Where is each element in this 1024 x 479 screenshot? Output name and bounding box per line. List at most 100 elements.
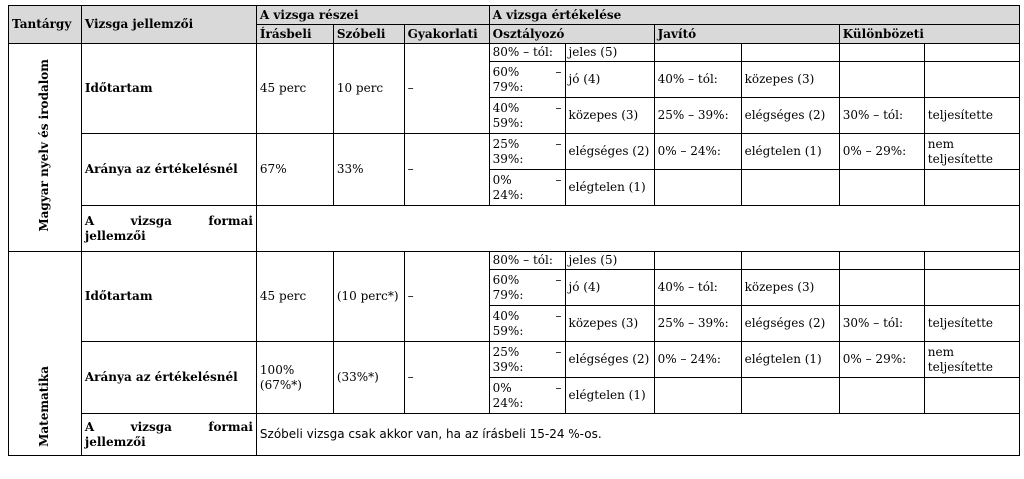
osztalyozo-grade: közepes (3): [564, 305, 655, 342]
range-dash: –: [555, 136, 562, 151]
range-text: 80% – tól:: [492, 253, 553, 267]
formai-word: formai: [208, 213, 253, 228]
header-kulonbozeti: Különbözeti: [838, 24, 1021, 44]
table-row: 60% – 79%: jó (4) 40% – tól: közepes (3): [9, 269, 1021, 306]
range-dash: –: [555, 64, 562, 79]
range-to: 24%:: [492, 395, 524, 410]
kulonbozeti-range: 0% – 29%:: [838, 341, 925, 378]
header-tantargy: Tantárgy: [8, 5, 82, 44]
javito-grade: [740, 251, 840, 270]
osztalyozo-grade: elégséges (2): [564, 341, 655, 378]
range-dash: –: [555, 100, 562, 115]
aranya-szobeli: (33%*): [332, 341, 405, 414]
osztalyozo-grade: jó (4): [564, 269, 655, 306]
formai-word: A: [84, 213, 95, 228]
javito-range: 0% – 24%:: [653, 133, 742, 170]
range-dash: –: [555, 308, 562, 323]
range-dash: –: [555, 272, 562, 287]
exam-table-wrapper: Tantárgy Vizsga jellemzői A vizsga része…: [8, 5, 1021, 456]
formai-word: vizsga: [130, 213, 172, 228]
javito-range: 25% – 39%:: [653, 305, 742, 342]
kulonbozeti-range: [838, 61, 925, 98]
javito-range: 40% – tól:: [653, 61, 742, 98]
javito-grade: elégséges (2): [740, 305, 840, 342]
formai-word: jellemzői: [84, 228, 146, 243]
idotartam-gyakorlati: –: [403, 251, 490, 342]
javito-range: [653, 43, 742, 62]
javito-grade: [740, 377, 840, 414]
aranya-label: Aránya az értékelésnél: [80, 341, 257, 414]
osztalyozo-range: 80% – tól:: [488, 251, 566, 270]
table-row: Aránya az értékelésnél 100% (67%*) (33%*…: [9, 341, 1021, 414]
javito-grade: elégséges (2): [740, 97, 840, 134]
idotartam-label: Időtartam: [80, 251, 257, 342]
range-from: 25%: [492, 344, 520, 359]
table-row: 0% – 24%: elégtelen (1): [9, 377, 1021, 414]
aranya-gyakorlati: –: [403, 341, 490, 414]
kulonbozeti-grade: [923, 251, 1021, 270]
range-dash: –: [555, 172, 562, 187]
idotartam-szobeli: 10 perc: [332, 43, 405, 134]
kulonbozeti-range: 0% – 29%:: [838, 133, 925, 170]
header-vizsga-reszei: A vizsga részei: [255, 5, 490, 25]
range-to: 59%:: [492, 323, 524, 338]
javito-range: [653, 377, 742, 414]
osztalyozo-grade: jó (4): [564, 61, 655, 98]
formai-value: [255, 205, 1021, 252]
kulonbozeti-grade: teljesítette: [923, 97, 1021, 134]
formai-word: formai: [208, 419, 253, 434]
osztalyozo-grade: elégtelen (1): [564, 377, 655, 414]
osztalyozo-range: 40% – 59%:: [488, 97, 566, 134]
kulonbozeti-grade: [923, 61, 1021, 98]
table-row: Matematika Időtartam 45 perc (10 perc*) …: [8, 251, 1021, 456]
header-szobeli: Szóbeli: [332, 24, 405, 44]
javito-range: 0% – 24%:: [653, 341, 742, 378]
javito-range: 25% – 39%:: [653, 97, 742, 134]
kulonbozeti-range: [838, 43, 925, 62]
formai-word: jellemzői: [84, 434, 146, 449]
table-row: A vizsga formai jellemzői Szóbeli vizsga…: [9, 413, 1021, 456]
osztalyozo-range: 60% – 79%:: [488, 269, 566, 306]
range-dash: –: [555, 344, 562, 359]
osztalyozo-range: 25% – 39%:: [488, 341, 566, 378]
kulonbozeti-range: 30% – tól:: [838, 305, 925, 342]
kulonbozeti-grade: [923, 169, 1021, 206]
header-gyakorlati: Gyakorlati: [403, 24, 490, 44]
kulonbozeti-range: [838, 169, 925, 206]
osztalyozo-grade: jeles (5): [564, 251, 655, 270]
formai-value: Szóbeli vizsga csak akkor van, ha az írá…: [255, 413, 1021, 456]
table-row: Magyar nyelv és irodalom Időtartam 45 pe…: [8, 43, 1021, 252]
header-osztalyozo: Osztályozó: [488, 24, 655, 44]
aranya-szobeli: 33%: [332, 133, 405, 206]
range-from: 60%: [492, 64, 520, 79]
kulonbozeti-grade: [923, 377, 1021, 414]
range-text: 80% – tól:: [492, 45, 553, 59]
range-from: 60%: [492, 272, 520, 287]
table-row: Aránya az értékelésnél 67% 33% – 25% – 3…: [9, 133, 1021, 206]
osztalyozo-range: 0% – 24%:: [488, 377, 566, 414]
header-irasbeli: Írásbeli: [255, 24, 334, 44]
osztalyozo-grade: elégtelen (1): [564, 169, 655, 206]
osztalyozo-grade: elégséges (2): [564, 133, 655, 170]
kulonbozeti-grade: nem teljesítette: [923, 341, 1021, 378]
javito-grade: közepes (3): [740, 269, 840, 306]
javito-grade: közepes (3): [740, 61, 840, 98]
javito-grade: [740, 43, 840, 62]
table-row: A vizsga formai jellemzői: [9, 205, 1021, 252]
subject-cell: Matematika: [8, 251, 82, 456]
idotartam-label: Időtartam: [80, 43, 257, 134]
javito-range: [653, 169, 742, 206]
formai-word: vizsga: [130, 419, 172, 434]
table-row: 40% – 59%: közepes (3) 25% – 39%: elégsé…: [9, 97, 1021, 134]
header-javito: Javító: [653, 24, 840, 44]
idotartam-gyakorlati: –: [403, 43, 490, 134]
javito-range: [653, 251, 742, 270]
kulonbozeti-range: [838, 269, 925, 306]
header-vizsga-jellemzoi: Vizsga jellemzői: [80, 5, 257, 44]
formai-label: A vizsga formai jellemzői: [80, 413, 257, 456]
kulonbozeti-grade: teljesítette: [923, 305, 1021, 342]
osztalyozo-range: 80% – tól:: [488, 43, 566, 62]
kulonbozeti-range: [838, 377, 925, 414]
range-to: 59%:: [492, 115, 524, 130]
aranya-irasbeli: 100% (67%*): [255, 341, 334, 414]
